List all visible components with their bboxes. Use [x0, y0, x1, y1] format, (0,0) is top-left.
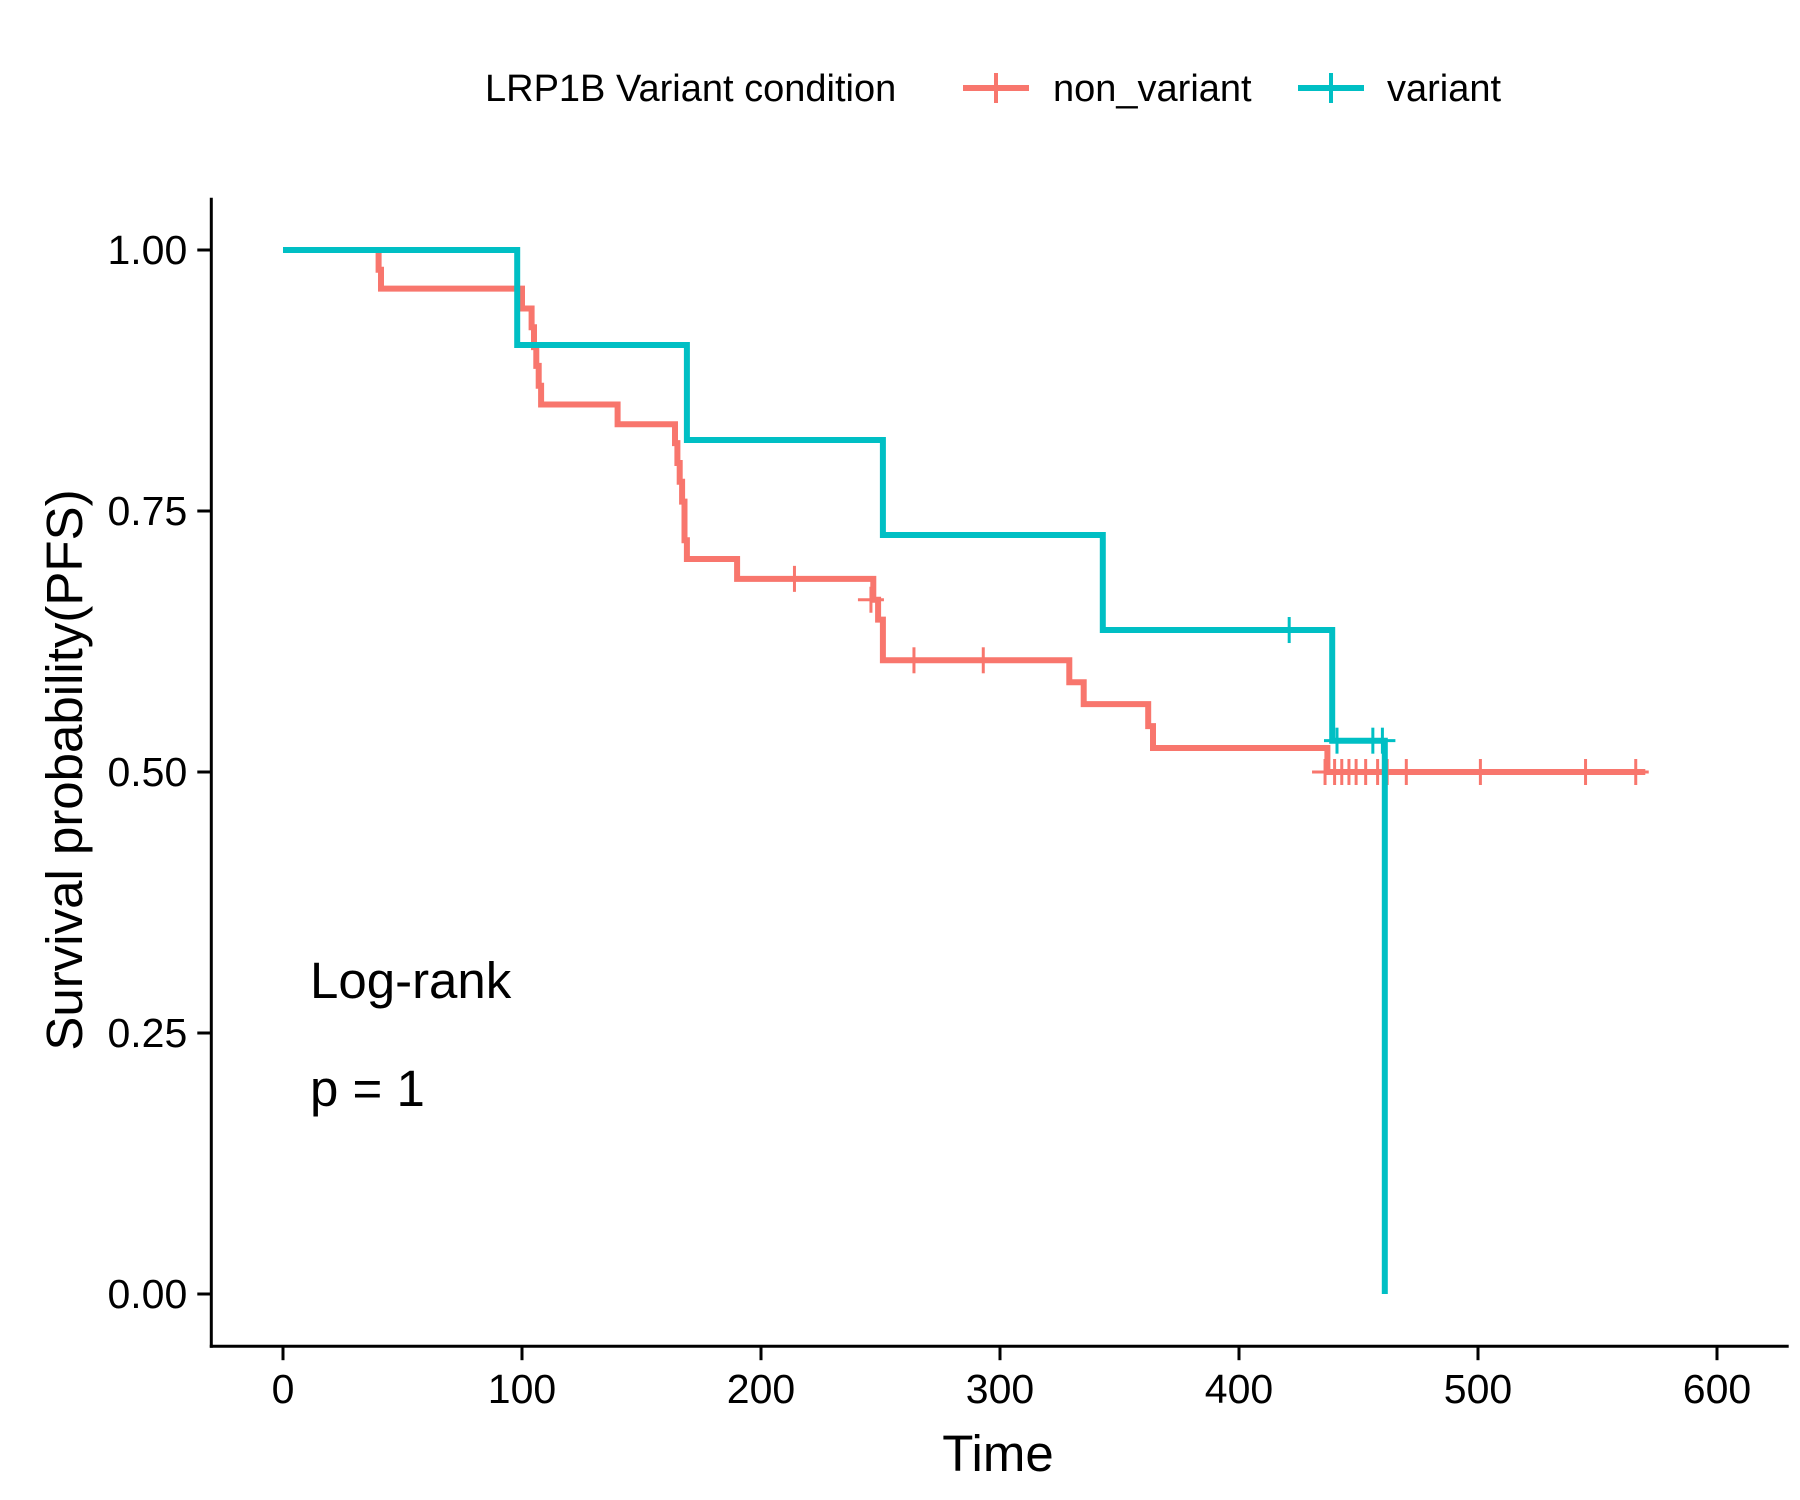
annotations: Log-rank p = 1 — [310, 952, 512, 1117]
p-value-annotation: p = 1 — [310, 1060, 425, 1117]
legend-items: non_variant variant — [963, 68, 1501, 110]
y-tick-label: 0.25 — [107, 1010, 187, 1056]
x-tick-label: 200 — [727, 1366, 795, 1412]
y-tick-label: 0.75 — [107, 488, 187, 534]
axes: 0 100 200 300 400 500 600 0.00 0.25 0.50 0.75 1.00 — [107, 197, 1789, 1412]
series-layer — [283, 247, 1649, 1294]
series-variant — [283, 247, 1396, 1294]
x-axis-title: Time — [942, 1425, 1053, 1482]
survival-curve — [283, 247, 1388, 1294]
legend-item-non_variant: non_variant — [963, 68, 1252, 110]
x-tick-label: 300 — [966, 1366, 1034, 1412]
x-tick-label: 0 — [272, 1366, 295, 1412]
x-tick-label: 500 — [1444, 1366, 1512, 1412]
x-tick-label: 100 — [488, 1366, 556, 1412]
x-tick-label: 600 — [1683, 1366, 1751, 1412]
legend-label: variant — [1387, 68, 1501, 110]
legend-item-variant: variant — [1298, 68, 1501, 110]
legend: LRP1B Variant condition non_variant varia… — [485, 68, 1501, 110]
survival-curve — [283, 247, 1646, 775]
legend-title: LRP1B Variant condition — [485, 68, 896, 110]
x-tick-label: 400 — [1205, 1366, 1273, 1412]
legend-label: non_variant — [1053, 68, 1252, 110]
y-tick-label: 0.50 — [107, 749, 187, 795]
y-axis-title: Survival probability(PFS) — [36, 489, 93, 1050]
test-name-annotation: Log-rank — [310, 952, 512, 1009]
series-non_variant — [283, 247, 1649, 785]
y-tick-label: 0.00 — [107, 1271, 187, 1317]
y-tick-label: 1.00 — [107, 227, 187, 273]
